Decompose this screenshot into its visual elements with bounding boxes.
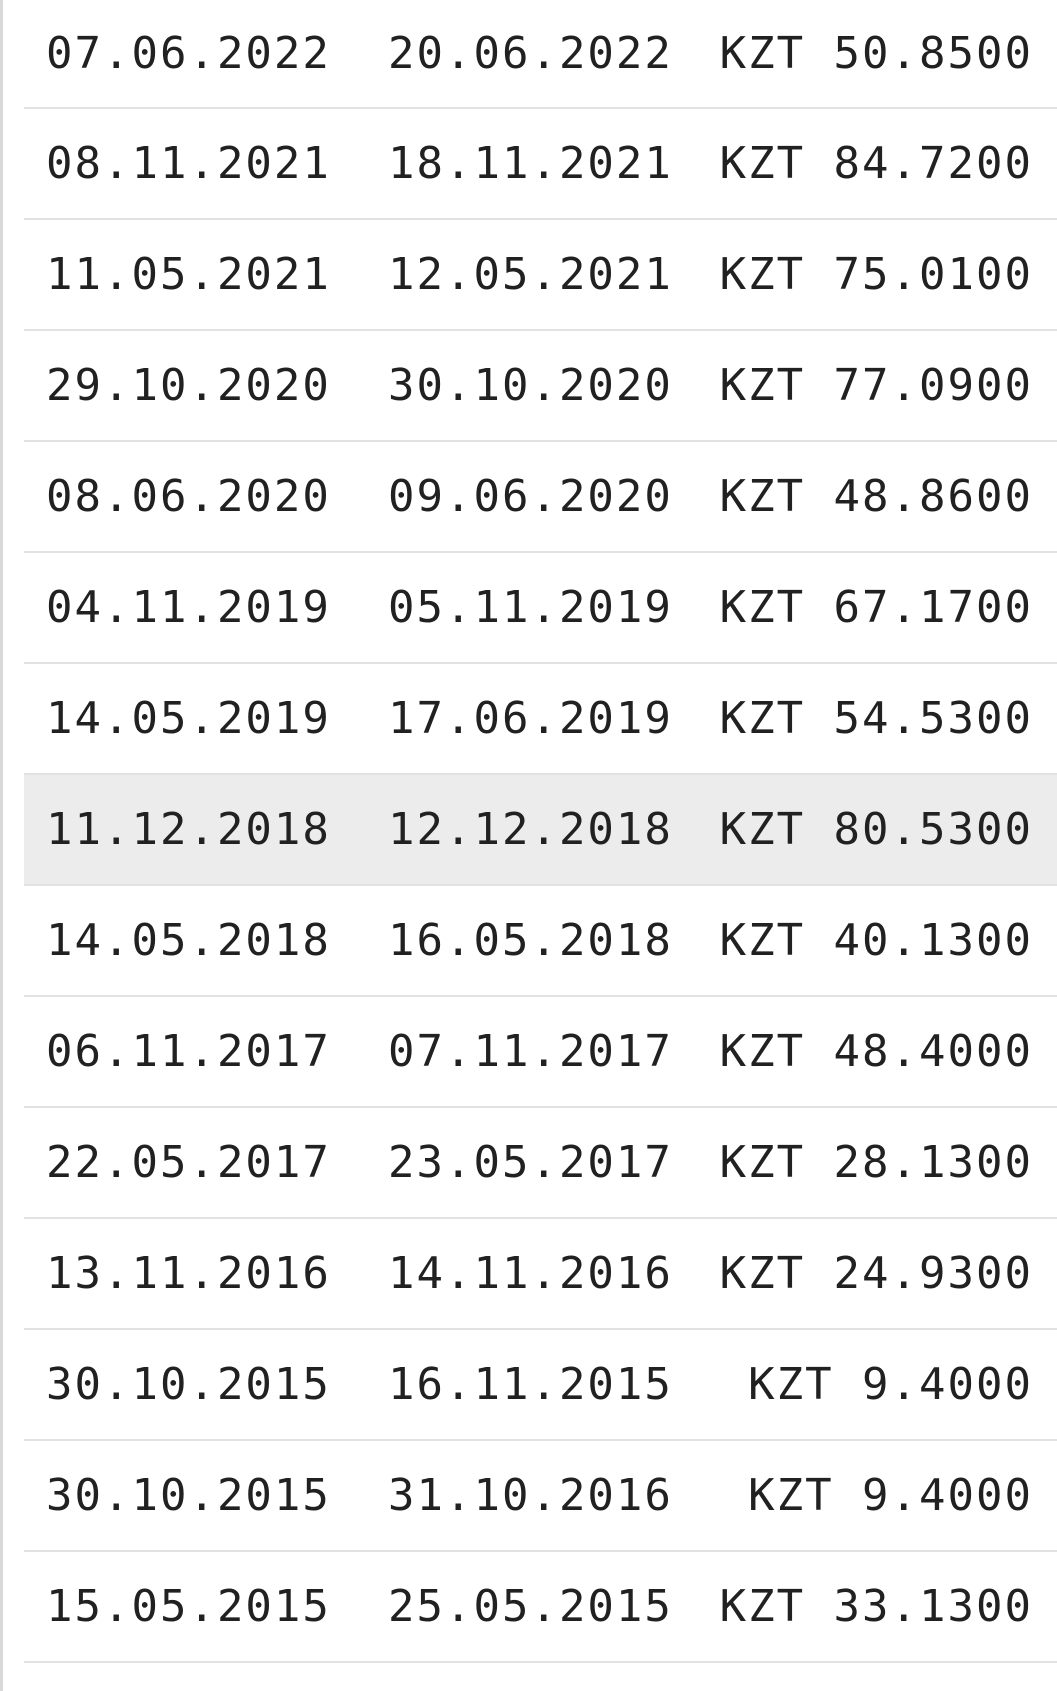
from-date-cell: 08.06.2020 xyxy=(46,470,331,522)
from-date-cell: 30.10.2015 xyxy=(46,1469,331,1521)
dividend-table: 07.06.2022 20.06.2022 KZT 50.8500 08.11.… xyxy=(24,0,1057,1663)
table-row-highlighted[interactable]: 11.12.2018 12.12.2018 KZT 80.5300 xyxy=(24,775,1057,886)
from-date-cell: 08.11.2021 xyxy=(46,137,331,189)
amount-cell: KZT 9.4000 xyxy=(748,1469,1033,1521)
to-date-cell: 18.11.2021 xyxy=(388,137,673,189)
amount-cell: KZT 9.4000 xyxy=(748,1358,1033,1410)
from-date-cell: 11.12.2018 xyxy=(46,803,331,855)
from-date-cell: 14.05.2019 xyxy=(46,692,331,744)
amount-cell: KZT 77.0900 xyxy=(719,359,1033,411)
amount-cell: KZT 54.5300 xyxy=(719,692,1033,744)
from-date-cell: 11.05.2021 xyxy=(46,248,331,300)
amount-cell: KZT 24.9300 xyxy=(719,1247,1033,1299)
amount-cell: KZT 40.1300 xyxy=(719,914,1033,966)
amount-cell: KZT 48.4000 xyxy=(719,1025,1033,1077)
table-row[interactable]: 22.05.2017 23.05.2017 KZT 28.1300 xyxy=(24,1108,1057,1219)
table-row[interactable]: 08.11.2021 18.11.2021 KZT 84.7200 xyxy=(24,109,1057,220)
table-row[interactable]: 07.06.2022 20.06.2022 KZT 50.8500 xyxy=(24,0,1057,109)
to-date-cell: 12.05.2021 xyxy=(388,248,673,300)
from-date-cell: 30.10.2015 xyxy=(46,1358,331,1410)
to-date-cell: 14.11.2016 xyxy=(388,1247,673,1299)
left-edge-divider xyxy=(0,0,3,1691)
table-row[interactable]: 13.11.2016 14.11.2016 KZT 24.9300 xyxy=(24,1219,1057,1330)
table-row[interactable]: 08.06.2020 09.06.2020 KZT 48.8600 xyxy=(24,442,1057,553)
to-date-cell: 12.12.2018 xyxy=(388,803,673,855)
to-date-cell: 16.05.2018 xyxy=(388,914,673,966)
table-row[interactable]: 15.05.2015 25.05.2015 KZT 33.1300 xyxy=(24,1552,1057,1663)
to-date-cell: 05.11.2019 xyxy=(388,581,673,633)
table-row[interactable]: 30.10.2015 31.10.2016 KZT 9.4000 xyxy=(24,1441,1057,1552)
from-date-cell: 15.05.2015 xyxy=(46,1580,331,1632)
to-date-cell: 17.06.2019 xyxy=(388,692,673,744)
table-row[interactable]: 29.10.2020 30.10.2020 KZT 77.0900 xyxy=(24,331,1057,442)
from-date-cell: 29.10.2020 xyxy=(46,359,331,411)
to-date-cell: 23.05.2017 xyxy=(388,1136,673,1188)
from-date-cell: 13.11.2016 xyxy=(46,1247,331,1299)
from-date-cell: 06.11.2017 xyxy=(46,1025,331,1077)
amount-cell: KZT 80.5300 xyxy=(719,803,1033,855)
amount-cell: KZT 28.1300 xyxy=(719,1136,1033,1188)
to-date-cell: 16.11.2015 xyxy=(388,1358,673,1410)
to-date-cell: 31.10.2016 xyxy=(388,1469,673,1521)
amount-cell: KZT 33.1300 xyxy=(719,1580,1033,1632)
from-date-cell: 04.11.2019 xyxy=(46,581,331,633)
amount-cell: KZT 84.7200 xyxy=(719,137,1033,189)
amount-cell: KZT 75.0100 xyxy=(719,248,1033,300)
amount-cell: KZT 67.1700 xyxy=(719,581,1033,633)
to-date-cell: 20.06.2022 xyxy=(388,27,673,79)
amount-cell: KZT 50.8500 xyxy=(719,27,1033,79)
from-date-cell: 07.06.2022 xyxy=(46,27,331,79)
from-date-cell: 22.05.2017 xyxy=(46,1136,331,1188)
amount-cell: KZT 48.8600 xyxy=(719,470,1033,522)
to-date-cell: 25.05.2015 xyxy=(388,1580,673,1632)
table-row[interactable]: 14.05.2018 16.05.2018 KZT 40.1300 xyxy=(24,886,1057,997)
from-date-cell: 14.05.2018 xyxy=(46,914,331,966)
to-date-cell: 30.10.2020 xyxy=(388,359,673,411)
to-date-cell: 09.06.2020 xyxy=(388,470,673,522)
table-row[interactable]: 06.11.2017 07.11.2017 KZT 48.4000 xyxy=(24,997,1057,1108)
table-row[interactable]: 14.05.2019 17.06.2019 KZT 54.5300 xyxy=(24,664,1057,775)
table-row[interactable]: 04.11.2019 05.11.2019 KZT 67.1700 xyxy=(24,553,1057,664)
table-row[interactable]: 30.10.2015 16.11.2015 KZT 9.4000 xyxy=(24,1330,1057,1441)
table-row[interactable]: 11.05.2021 12.05.2021 KZT 75.0100 xyxy=(24,220,1057,331)
to-date-cell: 07.11.2017 xyxy=(388,1025,673,1077)
